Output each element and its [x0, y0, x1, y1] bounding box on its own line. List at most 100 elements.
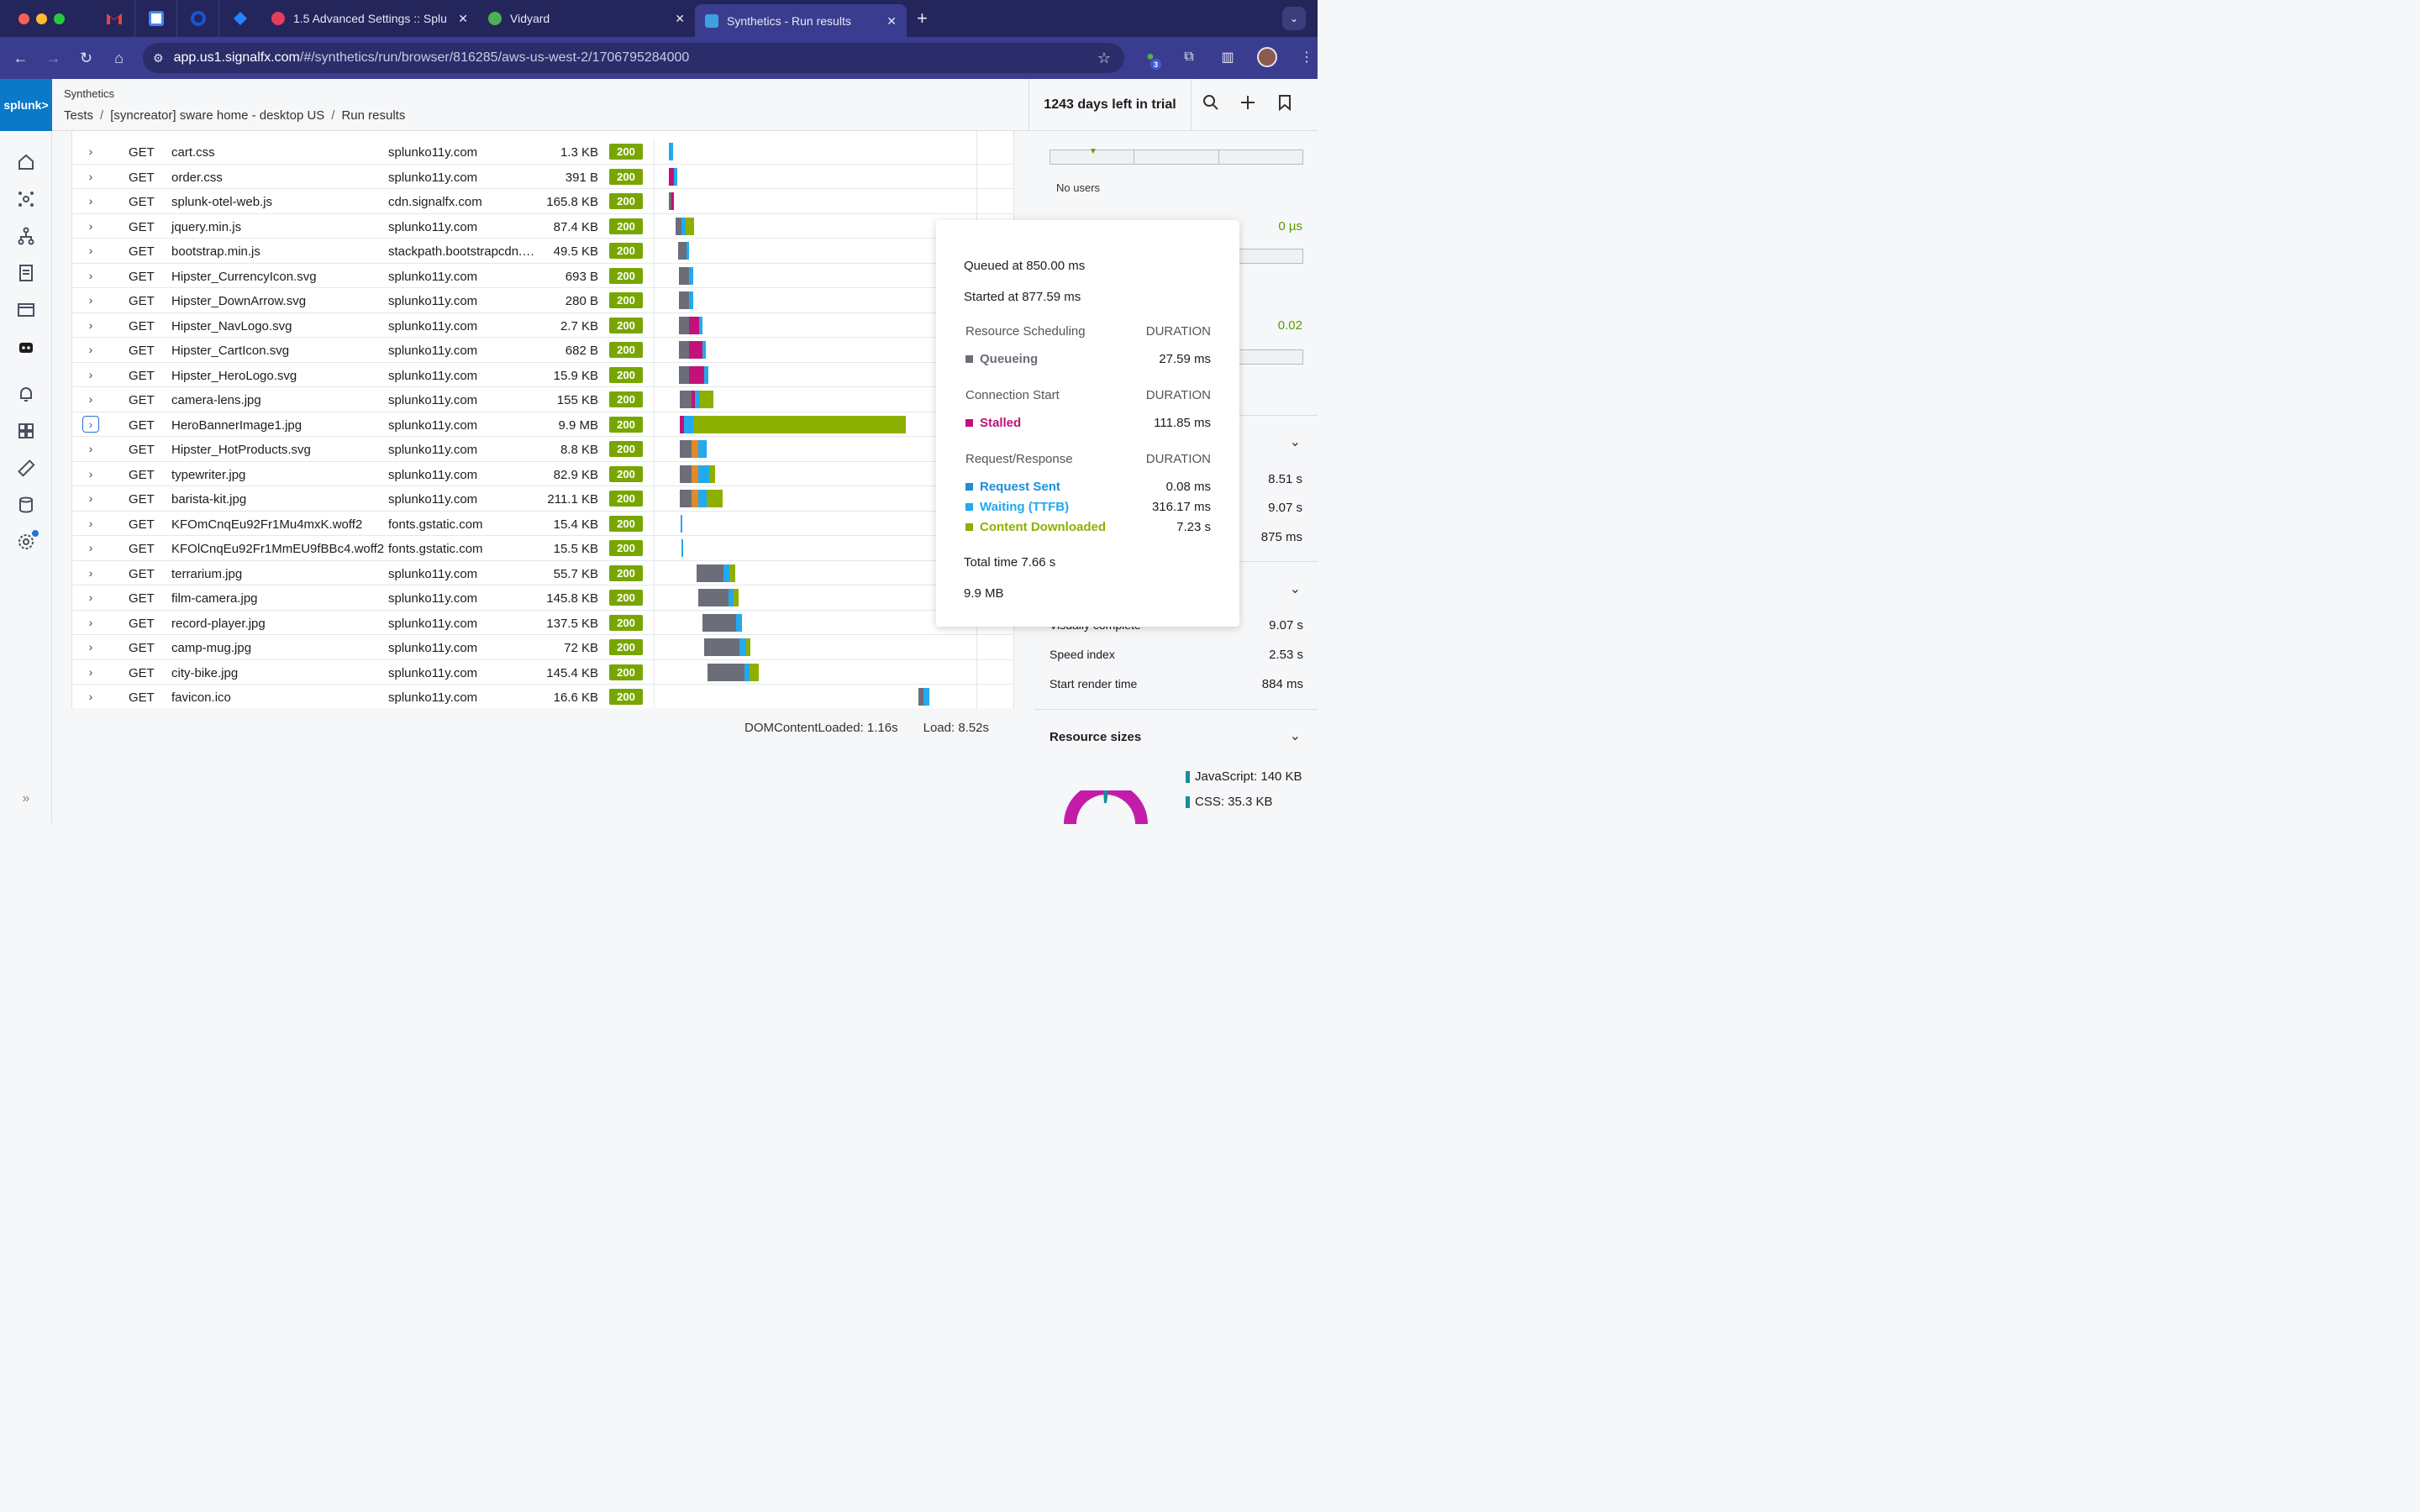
expand-row-chevron-icon[interactable]: › — [88, 541, 93, 554]
address-bar[interactable]: ⚙ app.us1.signalfx.com/#/synthetics/run/… — [143, 43, 1124, 73]
pinned-tab-gmail[interactable] — [93, 0, 135, 37]
table-row[interactable]: › GET terrarium.jpg splunko11y.com 55.7 KB 20… — [72, 560, 1013, 585]
table-row[interactable]: › GET KFOlCnqEu92Fr1MmEU9fBBc4.woff2 fonts.… — [72, 536, 1013, 561]
expand-row-chevron-icon[interactable]: › — [88, 565, 93, 580]
table-row[interactable]: › GET Hipster_HeroLogo.svg splunko11y.com 15… — [72, 362, 1013, 387]
close-tab-icon[interactable]: ✕ — [458, 11, 468, 25]
waterfall-cell[interactable] — [654, 312, 1013, 338]
expand-row-chevron-icon[interactable]: › — [88, 144, 93, 158]
expand-row-chevron-icon[interactable]: › — [88, 664, 93, 679]
expand-nav-icon[interactable]: » — [22, 791, 30, 806]
table-row[interactable]: › GET Hipster_CartIcon.svg splunko11y.com 68… — [72, 338, 1013, 363]
expand-row-chevron-icon[interactable]: › — [88, 466, 93, 480]
waterfall-cell[interactable] — [654, 139, 1013, 164]
waterfall-cell[interactable] — [654, 560, 1013, 585]
nav-rum[interactable] — [0, 291, 52, 328]
new-tab-button[interactable]: + — [917, 8, 928, 29]
expand-row-chevron-icon[interactable]: › — [88, 293, 93, 307]
splunk-logo[interactable]: splunk> — [0, 79, 52, 131]
nav-settings[interactable] — [0, 523, 52, 560]
reload-icon[interactable]: ↻ — [79, 49, 93, 66]
extensions-puzzle-icon[interactable]: ⧉ — [1184, 50, 1194, 64]
waterfall-cell[interactable] — [654, 635, 1013, 659]
expand-row-chevron-icon[interactable]: › — [88, 367, 93, 381]
table-row[interactable]: › GET record-player.jpg splunko11y.com 137.5… — [72, 610, 1013, 635]
close-tab-icon[interactable]: ✕ — [675, 11, 685, 25]
table-row[interactable]: › GET Hipster_DownArrow.svg splunko11y.com 2… — [72, 288, 1013, 313]
expand-row-chevron-icon[interactable]: › — [82, 415, 99, 433]
waterfall-cell[interactable] — [654, 288, 1013, 312]
bookmark-star-icon[interactable]: ☆ — [1097, 49, 1111, 66]
table-row[interactable]: › GET splunk-otel-web.js cdn.signalfx.com 16… — [72, 189, 1013, 214]
side-panel-icon[interactable]: ▥ — [1221, 50, 1234, 65]
nav-synthetics[interactable] — [0, 328, 52, 365]
bookmark-icon[interactable] — [1276, 94, 1294, 115]
extension-badge-icon[interactable]: ● 3 — [1141, 50, 1161, 70]
expand-row-chevron-icon[interactable]: › — [88, 318, 93, 332]
waterfall-cell[interactable] — [654, 511, 1013, 536]
collapse-chevron-icon[interactable]: ⌄ — [1289, 435, 1301, 449]
waterfall-cell[interactable] — [654, 685, 1013, 708]
waterfall-cell[interactable] — [654, 189, 1013, 213]
table-row[interactable]: › GET Hipster_CurrencyIcon.svg splunko11y.c… — [72, 263, 1013, 288]
expand-row-chevron-icon[interactable]: › — [88, 690, 93, 703]
waterfall-cell[interactable] — [654, 362, 1013, 387]
waterfall-cell[interactable] — [654, 610, 1013, 635]
browser-menu-icon[interactable]: ⋮ — [1300, 50, 1313, 65]
collapse-chevron-icon[interactable]: ⌄ — [1289, 729, 1301, 743]
waterfall-cell[interactable] — [654, 387, 1013, 412]
table-row[interactable]: › GET cart.css splunko11y.com 1.3 KB 200 — [72, 139, 1013, 165]
nav-dashboards[interactable] — [0, 412, 52, 449]
search-icon[interactable] — [1202, 94, 1220, 115]
collapse-chevron-icon[interactable]: ⌄ — [1289, 582, 1301, 596]
tab-vidyard[interactable]: Vidyard ✕ — [478, 0, 695, 37]
maximize-window-button[interactable] — [54, 13, 65, 24]
waterfall-cell[interactable] — [654, 536, 1013, 560]
expand-row-chevron-icon[interactable]: › — [88, 591, 93, 604]
tab-synthetics-run-results[interactable]: Synthetics - Run results ✕ — [695, 3, 907, 39]
expand-row-chevron-icon[interactable]: › — [88, 194, 93, 207]
table-row[interactable]: › GET HeroBannerImage1.jpg splunko11y.com 9.… — [72, 412, 1013, 437]
nav-home[interactable] — [0, 144, 52, 181]
waterfall-cell[interactable] — [654, 437, 1013, 461]
waterfall-cell[interactable] — [654, 486, 1013, 511]
forward-icon[interactable]: → — [45, 49, 61, 66]
minimize-window-button[interactable] — [36, 13, 47, 24]
waterfall-cell[interactable] — [654, 263, 1013, 288]
expand-row-chevron-icon[interactable]: › — [88, 392, 93, 406]
table-row[interactable]: › GET Hipster_NavLogo.svg splunko11y.com 2.7… — [72, 312, 1013, 338]
table-row[interactable]: › GET barista-kit.jpg splunko11y.com 211.1 K… — [72, 486, 1013, 512]
waterfall-cell[interactable] — [654, 585, 1013, 610]
expand-row-chevron-icon[interactable]: › — [88, 516, 93, 530]
pinned-tab-jira[interactable] — [219, 0, 261, 37]
waterfall-cell[interactable] — [654, 659, 1013, 685]
waterfall-cell[interactable] — [654, 461, 1013, 486]
waterfall-cell[interactable] — [654, 213, 1013, 239]
nav-metrics[interactable] — [0, 449, 52, 486]
expand-row-chevron-icon[interactable]: › — [88, 491, 93, 505]
profile-avatar[interactable] — [1257, 47, 1277, 67]
nav-apm[interactable] — [0, 218, 52, 255]
tab-search-button[interactable]: ⌄ — [1282, 7, 1306, 30]
site-info-icon[interactable]: ⚙ — [153, 50, 164, 65]
add-icon[interactable] — [1239, 94, 1257, 115]
table-row[interactable]: › GET jquery.min.js splunko11y.com 87.4 KB 20… — [72, 213, 1013, 239]
expand-row-chevron-icon[interactable]: › — [88, 244, 93, 257]
home-icon[interactable]: ⌂ — [114, 49, 124, 66]
expand-row-chevron-icon[interactable]: › — [88, 615, 93, 629]
expand-row-chevron-icon[interactable]: › — [88, 640, 93, 654]
close-tab-icon[interactable]: ✕ — [886, 13, 897, 28]
table-row[interactable]: › GET bootstrap.min.js stackpath.bootstrapc… — [72, 239, 1013, 264]
close-window-button[interactable] — [18, 13, 29, 24]
expand-row-chevron-icon[interactable]: › — [88, 343, 93, 356]
pinned-tab-calendar[interactable] — [135, 0, 177, 37]
table-row[interactable]: › GET camera-lens.jpg splunko11y.com 155 KB 2… — [72, 387, 1013, 412]
pinned-tab-okta[interactable] — [177, 0, 219, 37]
table-row[interactable]: › GET order.css splunko11y.com 391 B 200 — [72, 164, 1013, 189]
nav-data[interactable] — [0, 486, 52, 523]
nav-logs[interactable] — [0, 255, 52, 291]
expand-row-chevron-icon[interactable]: › — [88, 218, 93, 233]
table-row[interactable]: › GET city-bike.jpg splunko11y.com 145.4 KB 2… — [72, 659, 1013, 685]
table-row[interactable]: › GET Hipster_HotProducts.svg splunko11y.co… — [72, 437, 1013, 462]
expand-row-chevron-icon[interactable]: › — [88, 268, 93, 282]
